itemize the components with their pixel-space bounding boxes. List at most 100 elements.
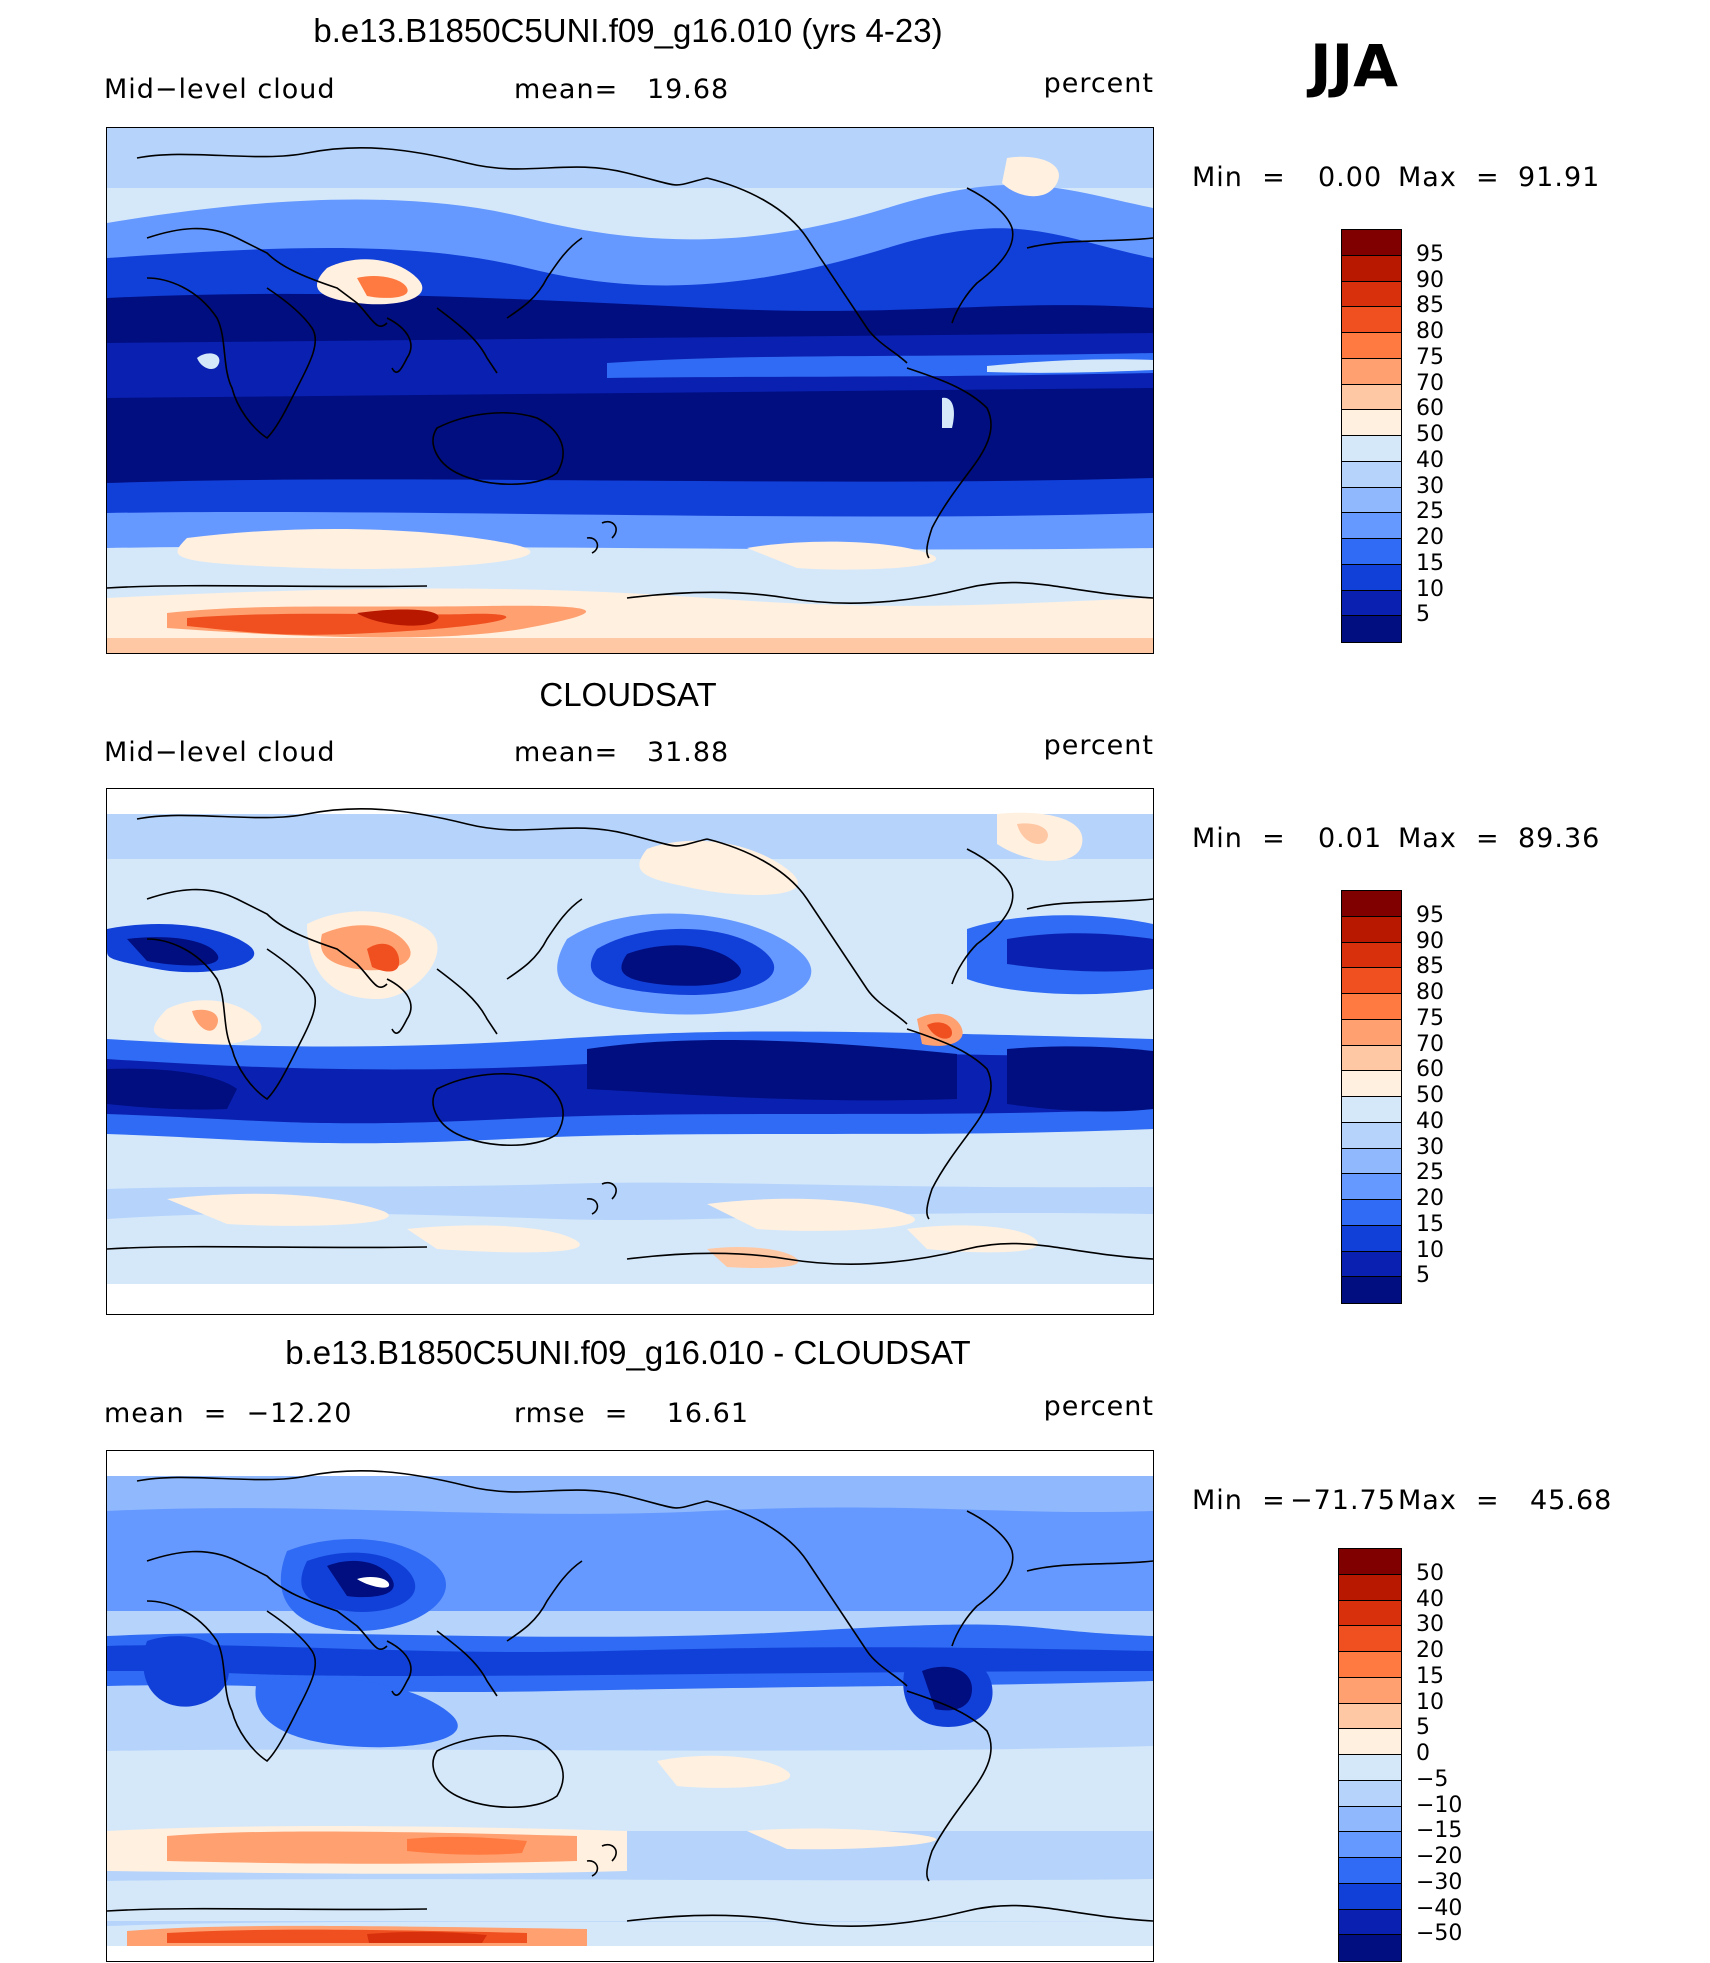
colorbar-tick-label: 30 bbox=[1416, 1134, 1444, 1160]
colorbar-tick-label: 10 bbox=[1416, 576, 1444, 602]
panel-3-min-value: −71.75 bbox=[1290, 1485, 1396, 1516]
colorbar-tick-label: 15 bbox=[1416, 1663, 1444, 1689]
panel-1-max-value: 91.91 bbox=[1518, 162, 1601, 193]
panel-3-max-value: 45.68 bbox=[1530, 1485, 1613, 1516]
colorbar-tick-label: 10 bbox=[1416, 1689, 1444, 1715]
panel-1-map bbox=[106, 127, 1154, 654]
colorbar-swatch bbox=[1342, 1122, 1401, 1149]
colorbar-swatch bbox=[1339, 1883, 1401, 1910]
colorbar-tick-label: 95 bbox=[1416, 902, 1444, 928]
colorbar-swatch bbox=[1342, 916, 1401, 943]
panel-2-mean-label: mean= 31.88 bbox=[514, 737, 730, 768]
colorbar-swatch bbox=[1342, 1225, 1401, 1252]
colorbar-tick-label: −40 bbox=[1416, 1895, 1463, 1921]
panel-2-min-label: Min = bbox=[1192, 823, 1286, 854]
panel-1-colorbar bbox=[1341, 229, 1402, 643]
panel-3-map bbox=[106, 1450, 1154, 1962]
colorbar-swatch bbox=[1339, 1677, 1401, 1704]
colorbar-swatch bbox=[1342, 1277, 1401, 1303]
colorbar-swatch bbox=[1339, 1626, 1401, 1652]
colorbar-swatch bbox=[1342, 1200, 1401, 1226]
colorbar-tick-label: −20 bbox=[1416, 1844, 1463, 1869]
colorbar-swatch bbox=[1339, 1574, 1401, 1601]
colorbar-tick-label: 20 bbox=[1416, 1638, 1444, 1663]
colorbar-swatch bbox=[1342, 1148, 1401, 1175]
colorbar-swatch bbox=[1342, 307, 1401, 333]
panel-1-mean-label: mean= 19.68 bbox=[514, 74, 730, 105]
colorbar-tick-label: 85 bbox=[1416, 293, 1444, 319]
colorbar-tick-label: 50 bbox=[1416, 422, 1444, 447]
panel-1-units-label: percent bbox=[1043, 68, 1154, 99]
colorbar-tick-label: 70 bbox=[1416, 1031, 1444, 1057]
colorbar-swatch bbox=[1342, 1045, 1401, 1072]
colorbar-swatch bbox=[1342, 564, 1401, 591]
colorbar-swatch bbox=[1339, 1652, 1401, 1678]
colorbar-swatch bbox=[1339, 1600, 1401, 1627]
colorbar-swatch bbox=[1342, 487, 1401, 514]
colorbar-tick-label: 25 bbox=[1416, 1160, 1444, 1186]
colorbar-tick-label: 25 bbox=[1416, 499, 1444, 525]
panel-3-title: b.e13.B1850C5UNI.f09_g16.010 - CLOUDSAT bbox=[285, 1334, 971, 1371]
colorbar-tick-label: −10 bbox=[1416, 1792, 1463, 1818]
colorbar-swatch bbox=[1342, 461, 1401, 488]
colorbar-swatch bbox=[1342, 513, 1401, 539]
colorbar-swatch bbox=[1342, 384, 1401, 411]
colorbar-swatch bbox=[1339, 1703, 1401, 1730]
colorbar-tick-label: 75 bbox=[1416, 344, 1444, 370]
colorbar-tick-label: 30 bbox=[1416, 473, 1444, 499]
colorbar-tick-label: 75 bbox=[1416, 1005, 1444, 1031]
colorbar-tick-label: 15 bbox=[1416, 550, 1444, 576]
panel-2-units-label: percent bbox=[1043, 730, 1154, 761]
panel-1-min-label: Min = bbox=[1192, 162, 1286, 193]
colorbar-tick-label: 90 bbox=[1416, 267, 1444, 293]
colorbar-tick-label: 5 bbox=[1416, 602, 1430, 628]
colorbar-swatch bbox=[1342, 410, 1401, 436]
colorbar-tick-label: 85 bbox=[1416, 954, 1444, 980]
colorbar-swatch bbox=[1342, 281, 1401, 308]
colorbar-tick-label: 60 bbox=[1416, 1057, 1444, 1083]
colorbar-swatch bbox=[1342, 968, 1401, 994]
panel-3-colorbar bbox=[1338, 1548, 1402, 1962]
colorbar-swatch bbox=[1342, 994, 1401, 1020]
colorbar-tick-label: 95 bbox=[1416, 241, 1444, 267]
panel-3-min-label: Min = bbox=[1192, 1485, 1286, 1516]
colorbar-swatch bbox=[1339, 1549, 1401, 1575]
colorbar-swatch bbox=[1339, 1729, 1401, 1755]
colorbar-swatch bbox=[1339, 1909, 1401, 1936]
colorbar-tick-label: 80 bbox=[1416, 980, 1444, 1005]
colorbar-swatch bbox=[1342, 891, 1401, 917]
panel-2-colorbar bbox=[1341, 890, 1402, 1304]
colorbar-swatch bbox=[1342, 1174, 1401, 1200]
colorbar-swatch bbox=[1342, 590, 1401, 617]
colorbar-tick-label: 80 bbox=[1416, 319, 1444, 344]
colorbar-swatch bbox=[1342, 1071, 1401, 1097]
colorbar-swatch bbox=[1342, 436, 1401, 462]
colorbar-tick-label: 40 bbox=[1416, 1586, 1444, 1612]
panel-2-map bbox=[106, 788, 1154, 1315]
colorbar-swatch bbox=[1342, 616, 1401, 642]
colorbar-tick-label: 15 bbox=[1416, 1211, 1444, 1237]
colorbar-swatch bbox=[1342, 358, 1401, 385]
colorbar-tick-label: −30 bbox=[1416, 1869, 1463, 1895]
panel-2-max-value: 89.36 bbox=[1518, 823, 1601, 854]
colorbar-tick-label: 5 bbox=[1416, 1263, 1430, 1289]
panel-2-max-label: Max = bbox=[1398, 823, 1500, 854]
colorbar-tick-label: 50 bbox=[1416, 1083, 1444, 1108]
colorbar-tick-label: 40 bbox=[1416, 447, 1444, 473]
colorbar-tick-label: −15 bbox=[1416, 1818, 1463, 1844]
panel-1-variable-label: Mid−level cloud bbox=[104, 74, 336, 105]
colorbar-tick-label: 5 bbox=[1416, 1715, 1430, 1741]
colorbar-swatch bbox=[1339, 1832, 1401, 1858]
panel-3-units-label: percent bbox=[1043, 1391, 1154, 1422]
panel-2-title: CLOUDSAT bbox=[539, 676, 717, 713]
colorbar-swatch bbox=[1342, 255, 1401, 282]
colorbar-tick-label: 70 bbox=[1416, 370, 1444, 396]
colorbar-tick-label: 40 bbox=[1416, 1108, 1444, 1134]
panel-1-max-label: Max = bbox=[1398, 162, 1500, 193]
colorbar-tick-label: 60 bbox=[1416, 396, 1444, 422]
colorbar-swatch bbox=[1342, 1251, 1401, 1278]
colorbar-swatch bbox=[1339, 1858, 1401, 1884]
colorbar-swatch bbox=[1342, 942, 1401, 969]
panel-3-max-label: Max = bbox=[1398, 1485, 1500, 1516]
colorbar-tick-label: 0 bbox=[1416, 1741, 1430, 1766]
